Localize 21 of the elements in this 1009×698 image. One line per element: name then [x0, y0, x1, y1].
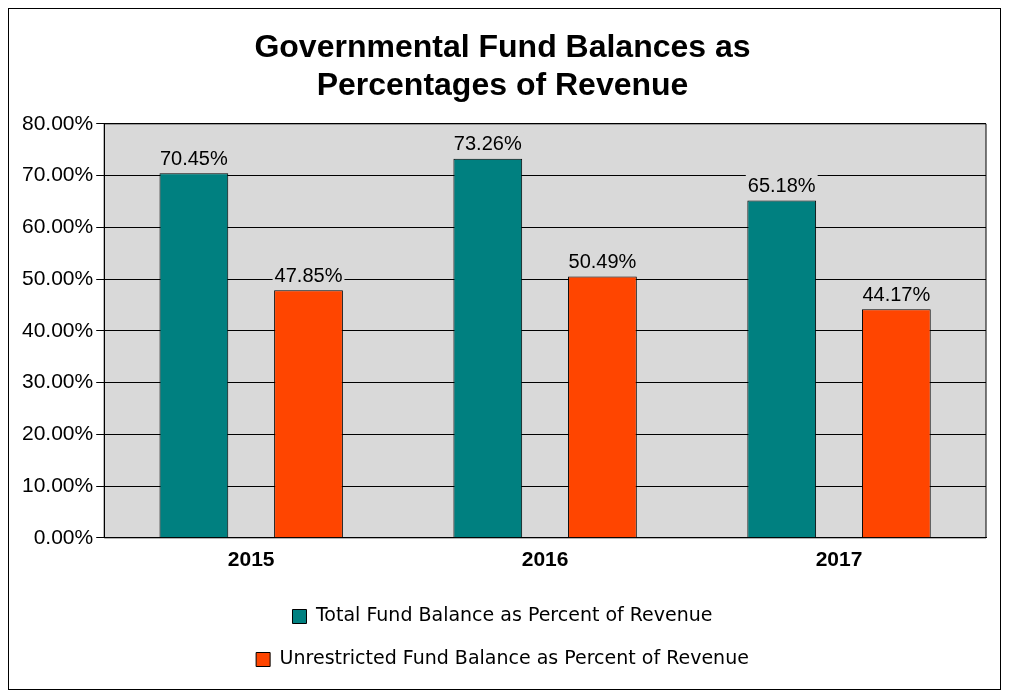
y-tick-label: 80.00% [21, 110, 94, 134]
x-tick-label: 2017 [815, 547, 863, 571]
y-tick-label: 10.00% [21, 472, 94, 496]
y-tick-label: 40.00% [21, 317, 94, 341]
chart-title: Governmental Fund Balances as Percentages of Revenue [254, 28, 751, 103]
data-label: 70.45% [159, 146, 228, 169]
y-tick-label: 30.00% [21, 369, 94, 393]
data-label: 47.85% [274, 263, 343, 286]
y-tick-label: 50.00% [21, 265, 94, 289]
legend-label: Total Fund Balance as Percent of Revenue [314, 603, 713, 626]
y-tick-label: 60.00% [21, 214, 94, 238]
y-tick-label: 0.00% [33, 524, 94, 548]
data-label: 44.17% [862, 282, 931, 305]
y-tick-label: 20.00% [21, 421, 94, 445]
y-tick-label: 70.00% [21, 162, 94, 186]
data-label: 50.49% [568, 250, 637, 273]
x-tick-label: 2016 [521, 547, 569, 571]
x-tick-label: 2015 [227, 547, 275, 571]
data-label: 65.18% [747, 174, 816, 197]
legend-label: Unrestricted Fund Balance as Percent of Revenue [279, 646, 749, 669]
data-label: 73.26% [453, 132, 522, 155]
